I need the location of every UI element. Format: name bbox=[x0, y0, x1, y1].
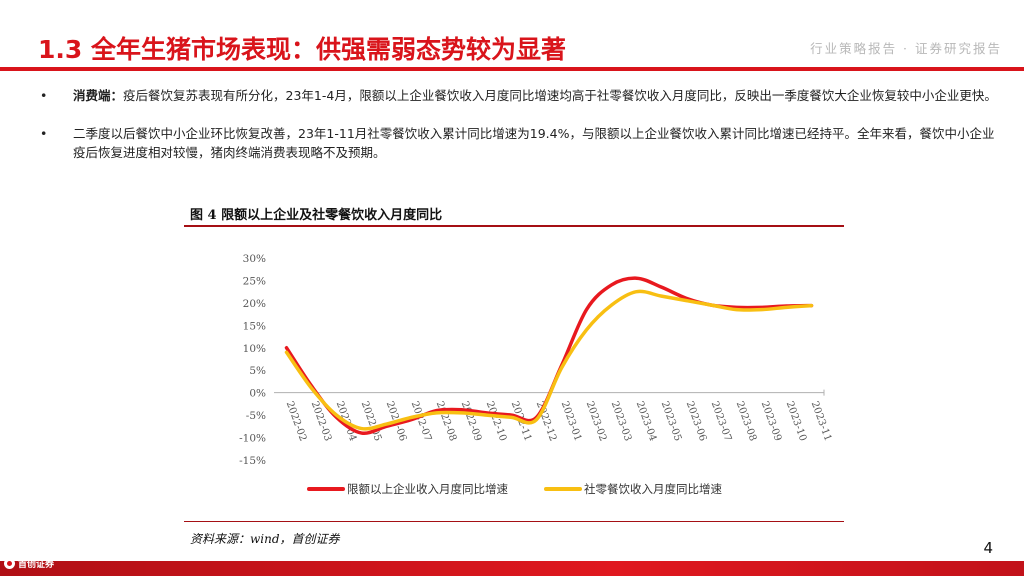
y-tick-label: 30% bbox=[243, 253, 266, 265]
line-chart: 30%25%20%15%10%5%0%-5%-10%-15% 2022-02 20… bbox=[239, 253, 834, 496]
x-tick-label: 2023-05 bbox=[659, 400, 684, 443]
x-axis: 2022-02 2022-03 2022-04 2022-05 2022-06 2022-… bbox=[274, 389, 834, 443]
company-logo: 首创证券 bbox=[4, 557, 54, 570]
y-tick-label: 0% bbox=[249, 388, 266, 400]
x-tick-label: 2023-01 bbox=[559, 400, 584, 443]
bullet-consumption: • 消费端：疫后餐饮复苏表现有所分化，23年1-4月，限额以上企业餐饮收入月度同… bbox=[40, 86, 1000, 105]
bullet-marker: • bbox=[40, 88, 48, 103]
y-tick-label: 5% bbox=[249, 365, 266, 377]
bullet-text: 二季度以后餐饮中小企业环比恢复改善，23年1-11月社零餐饮收入累计同比增速为1… bbox=[73, 126, 995, 160]
figure-source: 资料来源：wind，首创证券 bbox=[190, 532, 340, 546]
x-tick-label: 2023-11 bbox=[809, 400, 834, 443]
x-tick-label: 2022-02 bbox=[284, 400, 309, 443]
y-tick-label: 25% bbox=[243, 275, 266, 287]
legend-label-1: 限额以上企业收入月度同比增速 bbox=[347, 482, 508, 496]
title-rule bbox=[0, 67, 1024, 71]
y-tick-label: 10% bbox=[243, 343, 266, 355]
legend-label-2: 社零餐饮收入月度同比增速 bbox=[584, 482, 722, 496]
bullet-marker: • bbox=[40, 126, 48, 141]
figure-title: 图 4 限额以上企业及社零餐饮收入月度同比 bbox=[190, 208, 443, 223]
chart-legend: 限额以上企业收入月度同比增速 社零餐饮收入月度同比增速 bbox=[307, 482, 722, 496]
x-tick-label: 2023-04 bbox=[634, 400, 659, 443]
x-tick-label: 2023-08 bbox=[734, 400, 759, 443]
y-tick-label: -10% bbox=[239, 433, 266, 445]
x-tick-label: 2023-02 bbox=[584, 400, 609, 443]
series-line-2 bbox=[284, 289, 814, 431]
bullet-recovery: • 二季度以后餐饮中小企业环比恢复改善，23年1-11月社零餐饮收入累计同比增速… bbox=[40, 124, 1000, 162]
x-tick-label: 2022-05 bbox=[359, 400, 384, 443]
series-layer bbox=[284, 276, 814, 436]
x-tick-label: 2022-07 bbox=[409, 400, 434, 443]
x-tick-label: 2022-09 bbox=[459, 400, 484, 443]
bullet-text: 疫后餐饮复苏表现有所分化，23年1-4月，限额以上企业餐饮收入月度同比增速均高于… bbox=[123, 88, 997, 103]
x-tick-label: 2022-08 bbox=[434, 400, 459, 443]
x-tick-label: 2022-10 bbox=[484, 400, 509, 443]
x-tick-label: 2023-09 bbox=[759, 400, 784, 443]
report-type-tag: 行业策略报告 · 证券研究报告 bbox=[810, 41, 1002, 56]
page-title: 1.3 全年生猪市场表现：供强需弱态势较为显著 bbox=[38, 35, 566, 64]
figure-top-rule bbox=[184, 225, 844, 227]
logo-mark-icon bbox=[4, 558, 15, 569]
page-number: 4 bbox=[983, 539, 993, 557]
x-tick-label: 2023-10 bbox=[784, 400, 809, 443]
x-tick-label: 2023-07 bbox=[709, 400, 734, 443]
y-tick-label: 20% bbox=[243, 298, 266, 310]
y-tick-label: -5% bbox=[246, 410, 266, 422]
y-tick-label: 15% bbox=[243, 320, 266, 332]
x-tick-label: 2023-03 bbox=[609, 400, 634, 443]
figure-bottom-rule bbox=[184, 521, 844, 522]
x-tick-label: 2023-06 bbox=[684, 400, 709, 443]
bullet-list: • 消费端：疫后餐饮复苏表现有所分化，23年1-4月，限额以上企业餐饮收入月度同… bbox=[40, 86, 1000, 181]
footer-bar bbox=[0, 561, 1024, 576]
logo-text: 首创证券 bbox=[18, 560, 55, 570]
bullet-lead: 消费端： bbox=[73, 88, 124, 103]
y-tick-label: -15% bbox=[239, 455, 266, 467]
y-axis: 30% 25% 20% 15% 10% 5% 0% -5% -10% -15% bbox=[239, 253, 266, 467]
